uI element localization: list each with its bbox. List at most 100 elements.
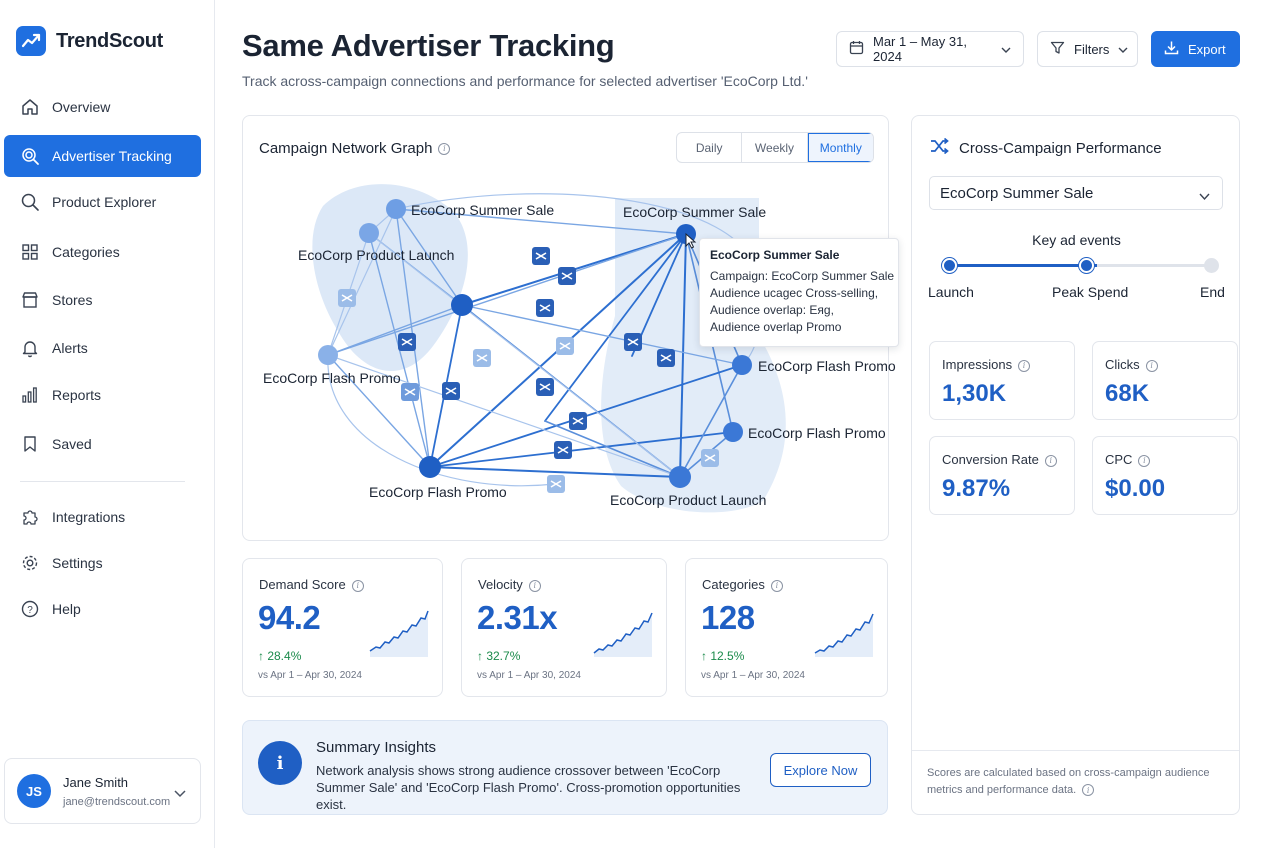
shuffle-icon [547,475,565,493]
sidebar-item-label: Categories [52,244,120,260]
timeline-dot-peak-spend[interactable] [1079,258,1094,273]
info-icon[interactable]: i [1138,454,1151,467]
stat-label-wrap: CPC i [1105,452,1151,467]
network-edge [327,233,687,356]
svg-text:?: ? [27,605,33,616]
timeline-dot-end[interactable] [1204,258,1219,273]
page-subtitle: Track across-campaign connections and pe… [242,73,808,89]
network-node [386,199,406,219]
network-graph-card: Campaign Network Graph i Daily Weekly Mon… [242,115,899,541]
shuffle-icon [569,412,587,430]
metric-label: Velocity [478,577,523,592]
filters-button[interactable]: Filters [1037,31,1138,67]
info-icon[interactable]: i [1082,784,1095,797]
shuffle-icon [473,349,491,367]
panel-title: Cross-Campaign Performance [959,140,1162,157]
timeline-dot-launch[interactable] [942,258,957,273]
metric-card-categories: Categories i 128 ↑ 12.5% vs Apr 1 – Apr 3… [685,558,888,697]
grid-icon [20,242,40,262]
toggle-monthly[interactable]: Monthly [807,133,873,162]
stat-label: CPC [1105,452,1133,467]
info-icon[interactable]: i [351,579,364,592]
stat-label: Clicks [1105,357,1140,372]
shuffle-icon [338,289,356,307]
info-icon[interactable]: i [1145,359,1158,372]
sidebar-item-integrations[interactable]: Integrations [4,496,201,538]
tooltip-line: Audience overlap Promo [710,320,842,334]
sparkline [593,612,653,657]
bookmark-icon [20,434,40,454]
network-edge [679,364,743,478]
download-icon [1164,40,1179,58]
bar-chart-icon [20,385,40,405]
network-edge [679,233,687,478]
user-email: jane@trendscout.com [63,795,171,808]
network-nodes[interactable] [318,199,752,488]
insights-text: Network analysis shows strong audience c… [316,763,741,812]
metric-card-demand-score: Demand Score i 94.2 ↑ 28.4% vs Apr 1 – Ap… [242,558,443,697]
insights-title: Summary Insights [316,739,437,756]
chevron-down-icon [174,785,186,803]
network-edge [327,208,397,356]
timeline-label: Peak Spend [1052,284,1129,300]
sidebar-item-advertiser-tracking[interactable]: Advertiser Tracking [4,135,201,177]
sidebar-divider [20,481,185,482]
network-node [723,422,743,442]
metric-period: vs Apr 1 – Apr 30, 2024 [701,670,805,681]
info-icon[interactable]: i [770,579,783,592]
metric-delta: ↑ 28.4% [258,649,302,663]
info-icon[interactable]: i [1044,454,1057,467]
export-button[interactable]: Export [1151,31,1240,67]
sidebar-item-settings[interactable]: Settings [4,542,201,584]
sidebar-item-help[interactable]: ? Help [4,588,201,630]
campaign-select[interactable]: EcoCorp Summer Sale [929,176,1223,210]
export-label: Export [1188,41,1226,57]
network-edge [429,466,681,478]
metric-delta: ↑ 32.7% [477,649,521,663]
granularity-toggle[interactable]: Daily Weekly Monthly [676,132,874,163]
network-node [318,345,338,365]
app-logo[interactable]: TrendScout [16,26,163,56]
network-edge [327,354,556,487]
info-icon[interactable]: i [1018,359,1031,372]
explore-now-button[interactable]: Explore Now [770,753,871,787]
sidebar-item-product-explorer[interactable]: Product Explorer [4,181,201,223]
network-node [419,456,441,478]
store-icon [20,290,40,310]
edge-markers [338,247,719,493]
sidebar-item-overview[interactable]: Overview [4,86,201,128]
bell-icon [20,338,40,358]
stat-label-wrap: Impressions i [942,357,1031,372]
info-circle-icon: i [258,741,302,785]
shuffle-icon [398,333,416,351]
help-icon: ? [20,599,40,619]
sidebar-item-stores[interactable]: Stores [4,279,201,321]
sidebar-item-categories[interactable]: Categories [4,231,201,273]
app-name: TrendScout [56,29,164,52]
shuffle-icon [532,247,550,265]
sidebar-item-alerts[interactable]: Alerts [4,327,201,369]
network-graph-header: Campaign Network Graph i [259,140,451,158]
user-name: Jane Smith [63,774,129,790]
node-label: EcoCorp Flash Promo [369,484,507,500]
sparkline [369,610,429,657]
info-icon[interactable]: i [528,579,541,592]
sidebar-item-saved[interactable]: Saved [4,423,201,465]
user-menu[interactable]: JS Jane Smith jane@trendscout.com [4,758,201,824]
cursor-pointer-icon [685,232,697,249]
toggle-daily[interactable]: Daily [677,133,743,162]
date-range-picker[interactable]: Mar 1 – May 31, 2024 [836,31,1024,67]
shuffle-icon [556,337,574,355]
toggle-weekly[interactable]: Weekly [742,133,808,162]
network-node [669,466,691,488]
network-edge [544,420,681,478]
shuffle-icon [536,299,554,317]
info-icon[interactable]: i [438,142,451,155]
chevron-down-icon [1001,42,1011,57]
sidebar-item-reports[interactable]: Reports [4,374,201,416]
network-edge [395,208,687,235]
footnote-text: Scores are calculated based on cross-cam… [927,767,1210,796]
panel-footnote: Scores are calculated based on cross-cam… [927,765,1217,799]
node-label: EcoCorp Product Launch [610,492,767,508]
network-node [359,223,379,243]
